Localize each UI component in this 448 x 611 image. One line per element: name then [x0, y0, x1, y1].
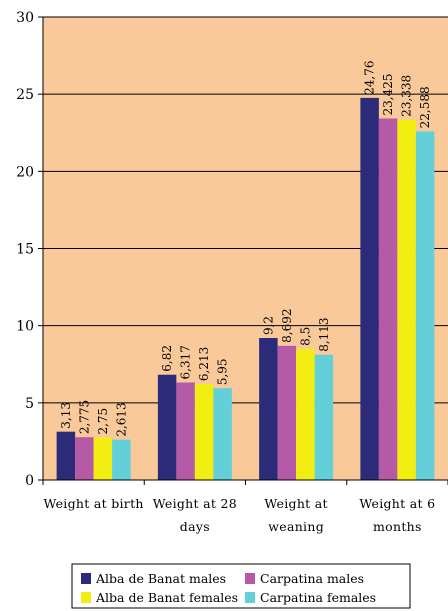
bar [112, 439, 131, 480]
data-label: 6,317 [179, 345, 193, 379]
x-category-label: Weight at 6 months [359, 496, 435, 534]
legend-label: Alba de Banat males [95, 571, 226, 586]
y-tick-label: 30 [16, 10, 34, 26]
data-label: 23,338 [400, 75, 414, 117]
data-label: 8,113 [317, 317, 331, 351]
x-category-label: Weight at weaning [264, 496, 327, 534]
y-tick-label: 10 [16, 319, 34, 335]
bar [259, 338, 278, 480]
x-category-label-line: weaning [268, 519, 324, 534]
bar [314, 354, 334, 480]
data-label: 23,425 [381, 73, 395, 115]
bar [157, 374, 177, 480]
x-category-label-line: months [373, 519, 422, 534]
legend-swatch [245, 592, 255, 603]
y-tick-label: 25 [16, 87, 34, 103]
bar [277, 345, 297, 480]
bar [397, 119, 416, 480]
legend-label: Carpatina males [260, 571, 364, 586]
x-category-label-line: Weight at birth [43, 496, 143, 511]
data-label: 8,5 [298, 327, 312, 346]
legend-box [71, 563, 411, 609]
bars [56, 97, 435, 481]
x-category-label-line: Weight at [264, 496, 327, 511]
y-tick-label: 0 [25, 473, 34, 489]
data-label: 6,82 [160, 345, 174, 372]
bar [194, 384, 214, 480]
y-tick-label: 20 [16, 164, 34, 180]
bar [378, 118, 398, 480]
x-category-label: Weight at 28 days [153, 496, 237, 534]
data-labels: 3,13 2,775 2,75 2,613 6,82 6,317 6,213 5,95 9,2 8… [59, 61, 432, 437]
data-label: 6,213 [197, 347, 211, 381]
bar [75, 437, 94, 480]
data-label: 24,76 [363, 61, 377, 95]
x-category-label-line: Weight at 6 [359, 496, 435, 511]
data-label: 9,2 [261, 316, 275, 335]
bar [296, 348, 315, 480]
data-label: 2,75 [96, 408, 110, 435]
x-category-label: Weight at birth [43, 496, 143, 511]
y-tick-label: 5 [25, 396, 34, 412]
data-label: 2,613 [114, 402, 128, 436]
legend-label: Carpatina females [260, 590, 376, 605]
bar [176, 382, 195, 480]
y-tick-label: 15 [16, 242, 34, 258]
x-category-label-line: Weight at 28 [153, 496, 237, 511]
data-label: 8,692 [280, 308, 294, 342]
legend: Alba de Banat males Carpatina males Alba d… [71, 563, 411, 609]
bar [213, 388, 232, 480]
x-category-label-line: days [180, 519, 210, 534]
bar [56, 431, 76, 480]
bar [360, 97, 379, 480]
data-label: 5,95 [216, 358, 230, 385]
legend-label: Alba de Banat females [95, 590, 238, 605]
legend-swatch [81, 592, 91, 603]
legend-swatch [245, 573, 255, 584]
bar [93, 437, 113, 480]
bar [415, 131, 435, 481]
data-label: 2,775 [77, 400, 91, 434]
data-label: 22,588 [418, 86, 432, 128]
gridlines [43, 16, 448, 404]
data-label: 3,13 [59, 402, 73, 429]
axes: 0 5 10 15 20 25 30 Weight at birth Weight at 28 d… [16, 10, 448, 534]
legend-swatch [81, 573, 91, 584]
